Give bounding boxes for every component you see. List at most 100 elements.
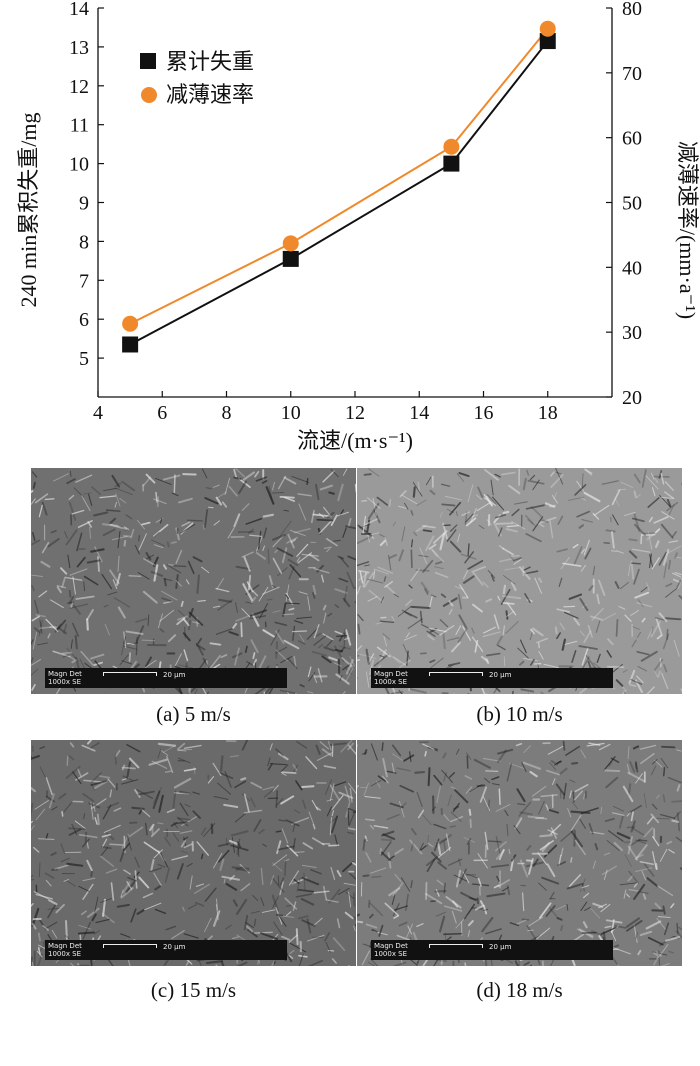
texture-stroke [541, 960, 545, 966]
texture-stroke [603, 852, 611, 856]
texture-stroke [667, 559, 672, 570]
texture-stroke [467, 930, 471, 937]
texture-stroke [157, 742, 176, 747]
texture-stroke [276, 798, 284, 806]
texture-stroke [530, 628, 535, 635]
texture-stroke [449, 501, 462, 516]
texture-stroke [45, 833, 49, 840]
texture-stroke [231, 866, 250, 870]
texture-stroke [328, 656, 338, 662]
texture-stroke [312, 673, 318, 684]
texture-stroke [272, 610, 281, 613]
texture-stroke [653, 658, 664, 672]
texture-stroke [562, 562, 582, 567]
texture-stroke [74, 820, 87, 830]
texture-stroke [511, 521, 526, 530]
texture-stroke [506, 762, 513, 782]
texture-stroke [41, 542, 50, 554]
texture-stroke [455, 511, 458, 517]
texture-stroke [252, 590, 259, 597]
texture-stroke [412, 482, 423, 497]
texture-stroke [626, 826, 636, 829]
magn-label: Magn Det [374, 942, 408, 950]
caption-b: (b) 10 m/s [476, 702, 563, 726]
texture-stroke [370, 743, 378, 761]
texture-stroke [151, 539, 166, 547]
texture-stroke [573, 830, 577, 847]
texture-stroke [143, 841, 160, 854]
texture-stroke [512, 557, 522, 562]
texture-stroke [508, 484, 521, 495]
texture-stroke [242, 583, 253, 602]
texture-stroke [671, 572, 682, 578]
texture-stroke [236, 961, 248, 966]
texture-stroke [175, 574, 179, 590]
texture-stroke [467, 543, 470, 557]
texture-stroke [398, 659, 412, 668]
texture-stroke [283, 509, 290, 512]
texture-stroke [262, 586, 280, 595]
texture-stroke [97, 556, 100, 572]
texture-stroke [626, 893, 631, 898]
texture-stroke [313, 890, 330, 894]
texture-stroke [127, 877, 138, 882]
texture-stroke [491, 783, 500, 786]
texture-stroke [475, 494, 482, 500]
texture-stroke [620, 481, 633, 488]
texture-stroke [159, 517, 163, 524]
texture-stroke [32, 531, 36, 542]
texture-stroke [295, 893, 312, 898]
texture-stroke [474, 905, 483, 911]
texture-stroke [537, 577, 543, 583]
texture-stroke [457, 593, 463, 610]
texture-stroke [31, 584, 35, 592]
texture-stroke [373, 653, 390, 667]
texture-stroke [243, 793, 250, 813]
texture-stroke [67, 554, 71, 569]
texture-stroke [572, 543, 579, 549]
texture-stroke [462, 625, 472, 641]
texture-stroke [409, 839, 423, 855]
texture-stroke [435, 561, 443, 565]
texture-stroke [492, 496, 505, 511]
texture-stroke [155, 478, 172, 485]
texture-stroke [571, 801, 579, 810]
texture-stroke [498, 527, 503, 537]
texture-stroke [352, 811, 356, 814]
texture-stroke [117, 606, 126, 619]
texture-stroke [217, 782, 232, 795]
texture-stroke [650, 765, 657, 776]
texture-stroke [487, 569, 496, 579]
texture-stroke [370, 958, 379, 966]
texture-stroke [473, 565, 486, 572]
texture-stroke [368, 468, 380, 477]
texture-stroke [204, 509, 209, 528]
texture-stroke [629, 684, 637, 687]
texture-stroke [69, 603, 88, 609]
texture-stroke [312, 584, 317, 595]
texture-stroke [451, 641, 461, 653]
texture-stroke [664, 481, 675, 492]
texture-stroke [527, 815, 548, 820]
texture-stroke [655, 794, 660, 799]
texture-stroke [587, 624, 593, 638]
texture-stroke [467, 484, 474, 503]
texture-stroke [437, 847, 452, 859]
texture-stroke [241, 740, 248, 751]
texture-stroke [460, 553, 477, 560]
texture-stroke [288, 934, 298, 943]
texture-stroke [653, 515, 670, 524]
texture-stroke [562, 740, 566, 751]
texture-stroke [457, 858, 462, 866]
texture-stroke [497, 644, 506, 651]
y-left-tick-label: 5 [79, 348, 89, 370]
texture-stroke [412, 931, 418, 942]
texture-stroke [83, 575, 99, 586]
texture-stroke [479, 900, 485, 907]
texture-stroke [633, 490, 637, 499]
texture-stroke [493, 522, 502, 537]
texture-stroke [177, 757, 191, 764]
texture-stroke [358, 572, 369, 582]
texture-stroke [539, 840, 554, 851]
texture-stroke [556, 608, 571, 613]
